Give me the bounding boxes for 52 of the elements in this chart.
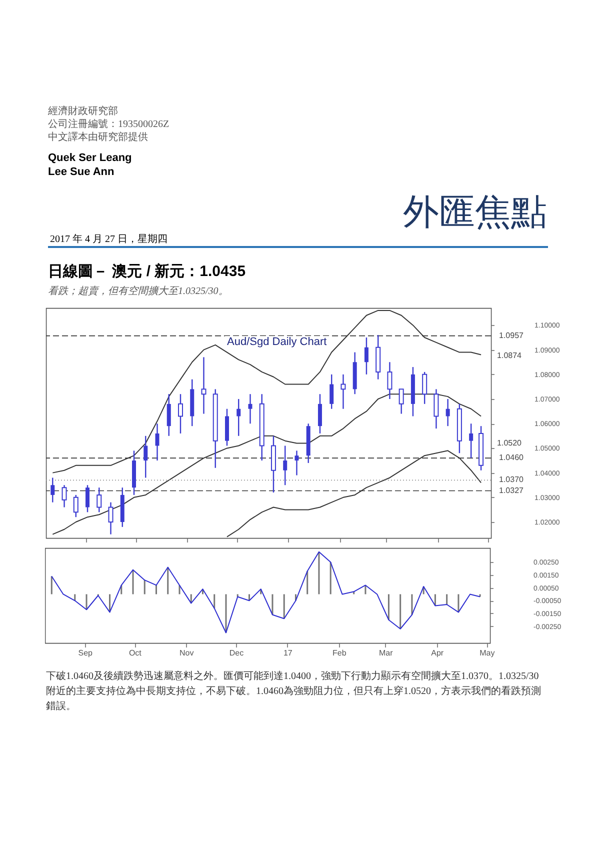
candlestick bbox=[330, 374, 334, 410]
x-tick-label: Mar bbox=[379, 648, 394, 658]
ref-line-label: 1.0957 bbox=[499, 330, 524, 340]
annotation: 1.0874 bbox=[497, 351, 522, 360]
candlestick bbox=[178, 393, 183, 434]
candlestick bbox=[283, 445, 288, 486]
x-tick-label: Feb bbox=[332, 648, 347, 658]
candlestick bbox=[201, 356, 206, 414]
candlestick bbox=[50, 477, 55, 503]
ref-line-label: 1.0460 bbox=[499, 453, 524, 462]
candlestick bbox=[96, 486, 102, 513]
candlestick bbox=[387, 362, 392, 400]
x-tick-label: 17 bbox=[283, 648, 293, 658]
text: Lee Sue Ann bbox=[48, 166, 114, 178]
x-tick-label: Apr bbox=[431, 648, 444, 658]
candlestick bbox=[73, 494, 78, 518]
x-tick-label: May bbox=[480, 648, 495, 658]
candlestick bbox=[364, 336, 368, 376]
ref-line-label: 1.0327 bbox=[499, 486, 524, 495]
x-tick-label: Dec bbox=[229, 648, 244, 658]
candlestick bbox=[340, 374, 346, 410]
candlestick bbox=[155, 423, 160, 462]
annotation: Aud/Sgd Daily Chart bbox=[225, 336, 329, 348]
x-tick-label: Sep bbox=[78, 648, 94, 658]
candlestick bbox=[422, 371, 428, 405]
candlestick bbox=[62, 484, 67, 508]
x-tick-label: Nov bbox=[180, 648, 194, 658]
candlestick bbox=[166, 393, 171, 437]
text: 2017 年 4 月 27 日，星期四 bbox=[50, 232, 168, 246]
candlestick bbox=[248, 393, 252, 424]
candlestick bbox=[469, 423, 474, 459]
text: 公司注冊編號：193500026Z bbox=[48, 118, 170, 131]
candlestick bbox=[434, 388, 439, 430]
chart-subtitle: 看跌；超賣，但有空間擴大至1.0325/30。 bbox=[48, 284, 228, 298]
text: Quek Ser Leang bbox=[48, 152, 132, 164]
candlestick bbox=[318, 393, 322, 434]
candlestick bbox=[236, 398, 241, 437]
text: 中文譯本由研究部提供 bbox=[48, 130, 148, 144]
text: 下破1.0460及後續跌勢迅速屬意料之外。匯價可能到達1.0400，強勁下行動力顯示有空間擴大至1.0370。1.0325/30附近的主要支持位為中長期支持位，不易下破。1.0460為強勁阻力位，但只有上穿1.0520，方表示我們的看跌預測錯誤。 bbox=[46, 670, 542, 714]
annotation: 1.0520 bbox=[497, 438, 522, 448]
candlestick bbox=[446, 398, 450, 427]
candlestick bbox=[108, 502, 114, 535]
candlestick bbox=[398, 388, 404, 414]
candlestick bbox=[294, 450, 299, 476]
line-series bbox=[51, 551, 481, 634]
chart-title: 日線圖－ 澳元 / 新元：1.0435 bbox=[48, 262, 246, 281]
x-tick-label: Oct bbox=[128, 648, 142, 658]
text: 經濟財政研究部 bbox=[48, 104, 118, 118]
candlestick bbox=[86, 484, 90, 513]
candlestick bbox=[144, 435, 148, 478]
ref-line-label: 1.0370 bbox=[499, 475, 524, 484]
text: 外匯焦點 bbox=[403, 191, 547, 234]
